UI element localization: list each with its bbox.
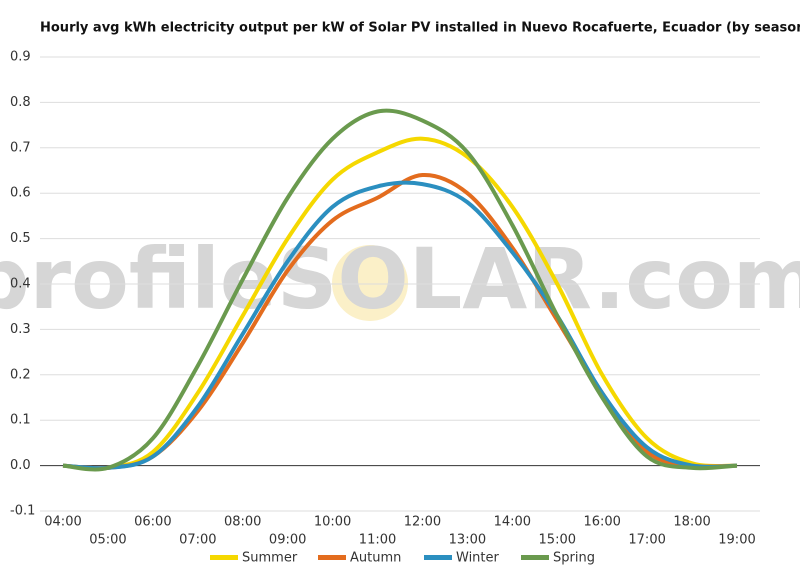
x-tick-label: 18:00 — [673, 515, 710, 530]
x-tick-label: 16:00 — [583, 515, 620, 530]
x-tick-label: 05:00 — [89, 533, 126, 548]
x-tick-label: 14:00 — [494, 515, 531, 530]
watermark: profileSOLAR.com — [0, 230, 800, 328]
legend-label: Winter — [456, 551, 500, 566]
y-tick-label: 0.8 — [10, 95, 31, 110]
x-tick-label: 06:00 — [134, 515, 171, 530]
y-tick-label: 0.5 — [10, 231, 31, 246]
watermark-sun — [332, 245, 408, 321]
y-tick-label: 0.9 — [10, 50, 31, 65]
x-tick-label: 13:00 — [449, 533, 486, 548]
y-tick-label: 0.4 — [10, 277, 31, 292]
legend-swatch — [210, 555, 238, 560]
legend-swatch — [318, 555, 346, 560]
series-line — [62, 136, 738, 471]
y-tick-label: 0.0 — [10, 458, 31, 473]
y-tick-label: 0.1 — [10, 413, 31, 428]
y-tick-label: -0.1 — [10, 504, 35, 519]
x-tick-label: 04:00 — [44, 515, 81, 530]
x-tick-label: 17:00 — [628, 533, 665, 548]
y-tick-label: 0.7 — [10, 140, 31, 155]
x-tick-label: 07:00 — [179, 533, 216, 548]
y-tick-label: 0.6 — [10, 186, 31, 201]
series-line — [62, 108, 738, 472]
legend-label: Spring — [553, 551, 595, 566]
x-tick-label: 11:00 — [359, 533, 396, 548]
chart-title: Hourly avg kWh electricity output per kW… — [40, 21, 800, 36]
legend-swatch — [424, 555, 452, 560]
y-tick-label: 0.2 — [10, 367, 31, 382]
x-tick-label: 08:00 — [224, 515, 261, 530]
x-tick-label: 19:00 — [718, 533, 755, 548]
x-tick-label: 10:00 — [314, 515, 351, 530]
legend-label: Autumn — [350, 551, 401, 566]
x-tick-label: 09:00 — [269, 533, 306, 548]
y-tick-label: 0.3 — [10, 322, 31, 337]
legend-label: Summer — [242, 551, 298, 566]
legend-swatch — [521, 555, 549, 560]
x-tick-label: 15:00 — [539, 533, 576, 548]
x-tick-label: 12:00 — [404, 515, 441, 530]
series-line — [62, 180, 738, 471]
